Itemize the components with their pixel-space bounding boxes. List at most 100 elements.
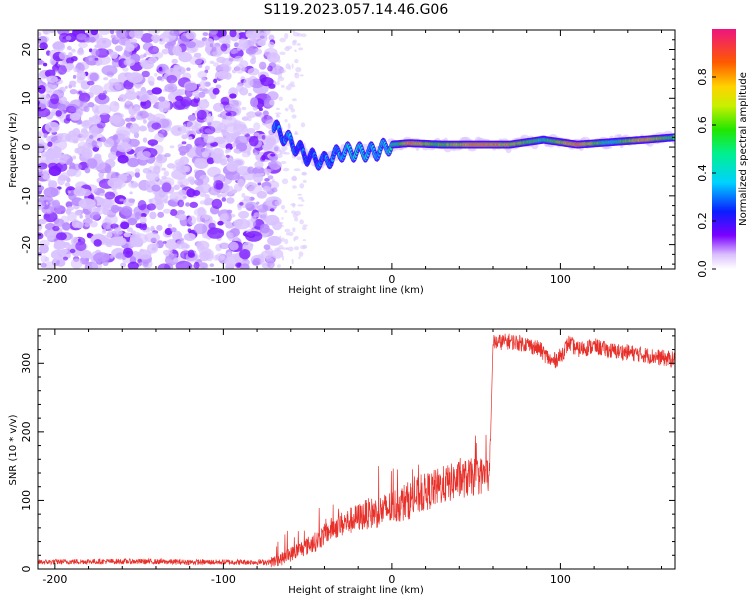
noise-blob — [287, 231, 294, 236]
noise-blob — [291, 114, 297, 119]
noise-blob — [238, 210, 250, 219]
spectrogram-content — [38, 30, 675, 269]
noise-blob — [150, 225, 155, 231]
noise-blob — [50, 93, 60, 105]
noise-blob — [225, 154, 230, 158]
noise-blob — [137, 200, 147, 211]
noise-blob — [141, 70, 150, 78]
noise-blob — [183, 233, 196, 241]
noise-blob — [274, 146, 279, 152]
noise-blob — [224, 104, 234, 111]
noise-blob — [257, 182, 262, 186]
noise-blob — [263, 168, 272, 174]
noise-blob — [141, 223, 147, 231]
noise-blob — [96, 37, 112, 49]
noise-blob — [291, 210, 296, 215]
noise-blob — [201, 88, 210, 94]
noise-blob — [45, 149, 58, 160]
noise-blob — [153, 104, 157, 109]
noise-blob — [71, 219, 80, 229]
noise-blob — [95, 104, 112, 115]
noise-blob — [82, 120, 90, 127]
noise-blob — [260, 223, 270, 234]
noise-blob — [250, 58, 256, 65]
noise-blob — [260, 172, 265, 176]
noise-blob — [55, 69, 59, 73]
noise-blob — [100, 136, 106, 143]
noise-blob — [177, 213, 187, 221]
noise-blob — [209, 43, 214, 48]
noise-blob — [114, 45, 123, 52]
noise-blob — [38, 31, 42, 37]
noise-blob — [142, 261, 149, 267]
noise-blob — [144, 232, 161, 243]
noise-blob — [254, 111, 262, 117]
noise-blob — [294, 49, 297, 52]
noise-blob — [126, 227, 133, 233]
noise-blob — [91, 140, 98, 148]
noise-blob — [274, 112, 282, 115]
noise-blob — [215, 84, 222, 89]
noise-blob — [148, 45, 160, 55]
noise-blob — [186, 188, 196, 198]
noise-blob — [98, 171, 105, 178]
noise-blob — [94, 57, 99, 61]
noise-blob — [171, 58, 178, 65]
snr-y-tick-label: 0 — [20, 566, 33, 573]
noise-blob — [129, 191, 133, 195]
noise-blob — [300, 74, 304, 77]
noise-blob — [140, 101, 147, 106]
spectrogram-x-tick-label: -200 — [42, 273, 67, 286]
noise-blob — [226, 251, 233, 258]
snr-panel: -200 -100 0 100 0 100 200 300 Height of straigh… — [8, 328, 676, 596]
noise-blob — [281, 69, 286, 73]
noise-blob — [204, 65, 210, 71]
noise-blob — [124, 91, 138, 100]
snr-plot-area — [38, 329, 675, 569]
noise-blob — [38, 201, 43, 209]
noise-blob — [262, 185, 271, 192]
noise-blob — [276, 264, 281, 268]
noise-blob — [193, 261, 200, 269]
noise-blob — [55, 110, 62, 117]
noise-blob — [127, 217, 138, 226]
noise-blob — [129, 123, 140, 135]
noise-blob — [263, 244, 271, 251]
noise-blob — [208, 113, 211, 117]
noise-blob — [104, 238, 114, 246]
noise-blob — [302, 244, 308, 249]
noise-blob — [185, 41, 196, 49]
noise-blob — [210, 148, 222, 160]
noise-blob — [177, 177, 190, 187]
noise-blob — [169, 145, 175, 149]
noise-blob — [281, 217, 284, 220]
noise-blob — [38, 85, 46, 94]
noise-blob — [109, 101, 120, 112]
noise-blob — [147, 30, 161, 35]
spectrogram-x-tick-label: -100 — [211, 273, 236, 286]
noise-blob — [120, 262, 127, 268]
noise-blob — [213, 78, 218, 84]
noise-blob — [276, 114, 279, 117]
noise-blob — [38, 195, 54, 206]
noise-blob — [223, 124, 228, 130]
colorbar-tick-label: 0.8 — [696, 68, 709, 86]
noise-blob — [199, 191, 207, 197]
noise-blob — [194, 178, 204, 186]
noise-blob — [39, 42, 48, 50]
noise-blob — [154, 73, 158, 77]
noise-blob — [269, 208, 275, 212]
noise-blob — [66, 57, 74, 65]
noise-blob — [163, 170, 170, 177]
noise-blob — [151, 34, 161, 42]
noise-blob — [281, 178, 289, 185]
noise-blob — [86, 158, 98, 169]
noise-blob — [209, 60, 215, 64]
noise-blob — [294, 59, 299, 64]
noise-blob — [139, 216, 147, 224]
noise-blob — [128, 198, 136, 203]
noise-blob — [228, 241, 239, 251]
noise-blob — [145, 171, 160, 182]
noise-blob — [204, 197, 214, 206]
noise-blob — [275, 64, 281, 70]
